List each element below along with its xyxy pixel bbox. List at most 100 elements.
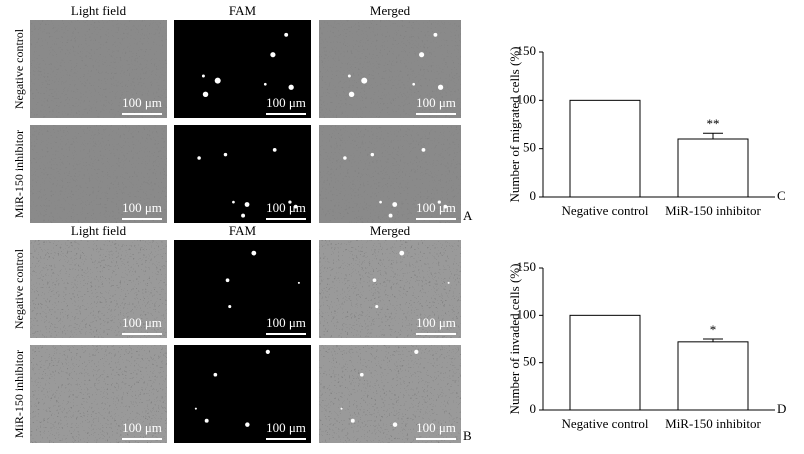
cell-dot [288,84,294,90]
significance-mark: ** [707,116,720,131]
cell-dot [392,422,398,427]
cell-dot [197,156,201,160]
cell-dot [375,305,379,309]
y-tick-label: 150 [517,43,537,58]
panel-label: D [777,401,786,416]
cell-dot [213,372,218,377]
brightfield-texture [319,240,461,338]
x-tick-label: MiR-150 inhibitor [665,416,761,431]
y-tick-label: 50 [523,354,536,369]
row-label: MiR-150 inhibitor [12,130,26,218]
scale-bar-label: 100 μm [266,200,306,215]
cell-dot [343,156,347,160]
scale-bar-label: 100 μm [266,420,306,435]
scale-bar-label: 100 μm [416,200,456,215]
error-bar [703,338,723,342]
cell-dot [412,82,416,86]
cell-dot [223,152,228,157]
cell-dot [225,278,230,283]
scale-bar-label: 100 μm [122,200,162,215]
panel-label: B [463,428,472,443]
y-tick-label: 150 [517,259,537,274]
cell-dot [370,152,375,157]
cell-dot [399,250,405,256]
cell-dot [263,82,267,86]
cell-dot [443,204,448,209]
bar [569,99,641,198]
cell-dot [419,52,425,58]
panel-label: A [463,208,473,223]
brightfield-texture [319,345,461,443]
cell-dot [244,202,250,207]
x-tick-label: Negative control [562,416,649,431]
brightfield-texture [30,345,167,443]
scale-bar-label: 100 μm [416,95,456,110]
y-axis-label: Number of invaded cells (%) [507,264,522,415]
fluorescence-image [174,240,311,338]
column-header: Merged [370,3,411,18]
cell-dot [288,200,292,204]
bar [677,341,749,411]
panel-label: C [777,188,786,203]
x-tick-label: MiR-150 inhibitor [665,203,761,218]
bar [677,138,749,198]
cell-dot [421,147,426,152]
scale-bar-label: 100 μm [266,315,306,330]
y-tick-label: 0 [530,401,537,416]
scale-bar-label: 100 μm [122,420,162,435]
brightfield-texture [319,20,461,118]
cell-dot [201,74,205,78]
scale-bar-label: 100 μm [122,95,162,110]
brightfield-texture [30,240,167,338]
brightfield-texture [30,20,167,118]
error-bar [703,132,723,139]
brightfield-texture [319,125,461,223]
scale-bar-label: 100 μm [416,315,456,330]
scale-bar-label: 100 μm [122,315,162,330]
cell-dot [284,32,289,37]
y-tick-label: 0 [530,188,537,203]
cell-dot [214,77,221,84]
cell-dot [204,418,209,423]
column-header: Light field [71,3,127,18]
y-tick-label: 100 [517,91,537,106]
cell-dot [361,77,368,84]
brightfield-texture [30,125,167,223]
cell-dot [433,32,438,37]
fluorescence-image [174,345,311,443]
cell-dot [270,52,276,58]
column-header: FAM [229,3,257,18]
cell-dot [232,200,235,204]
column-header: FAM [229,223,257,238]
row-label: Negative control [12,248,26,329]
cell-dot [340,407,343,410]
cell-dot [437,84,444,90]
fluorescence-image [174,20,311,118]
cell-dot [437,200,441,204]
cell-dot [293,204,298,209]
column-header: Merged [370,223,411,238]
y-axis-label: Number of migrated cells (%) [507,47,522,203]
y-tick-label: 50 [523,140,536,155]
cell-dot [379,200,382,204]
cell-dot [228,305,232,309]
y-tick-label: 100 [517,306,537,321]
scale-bar-label: 100 μm [416,420,456,435]
cell-dot [251,250,257,256]
significance-mark: * [710,322,717,337]
cell-dot [241,213,246,218]
row-label: MiR-150 inhibitor [12,350,26,438]
cell-dot [202,91,209,98]
cell-dot [372,278,377,283]
fluorescence-image [174,125,311,223]
row-label: Negative control [12,28,26,109]
x-tick-label: Negative control [562,203,649,218]
scale-bar-label: 100 μm [266,95,306,110]
cell-dot [350,418,355,423]
cell-dot [348,91,355,98]
cell-dot [194,407,197,410]
cell-dot [347,74,351,78]
cell-dot [272,147,277,152]
cell-dot [245,422,250,427]
